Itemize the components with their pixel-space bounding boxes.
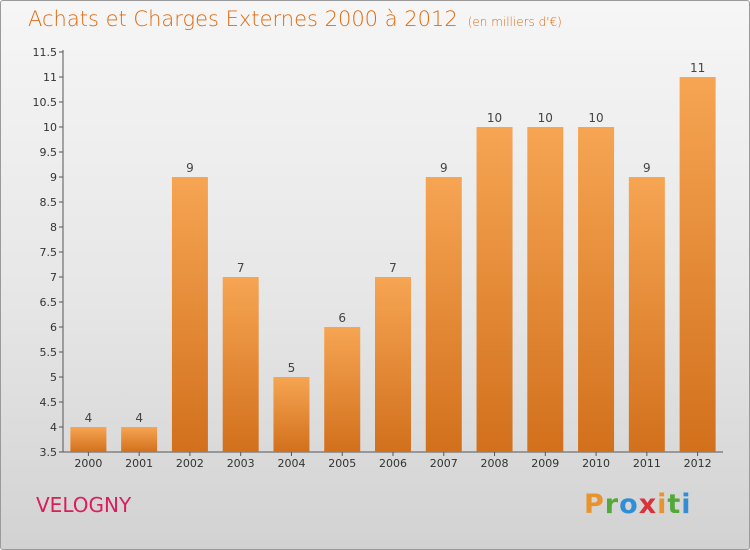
bar (476, 127, 513, 452)
bar (324, 327, 361, 452)
x-tick-label: 2012 (684, 457, 712, 470)
x-tick-label: 2009 (531, 457, 559, 470)
y-tick-label: 7 (50, 271, 57, 284)
bar-value-label: 9 (440, 161, 448, 175)
bar-value-label: 7 (237, 261, 245, 275)
y-tick-label: 6.5 (40, 296, 58, 309)
bar (222, 277, 259, 452)
y-tick-label: 5 (50, 371, 57, 384)
bar (425, 177, 462, 452)
chart-title: Achats et Charges Externes 2000 à 2012 (28, 7, 458, 31)
bar-value-label: 11 (690, 61, 705, 75)
x-tick-label: 2007 (430, 457, 458, 470)
bar (527, 127, 564, 452)
brand-letter: t (667, 489, 682, 520)
brand-letter: r (604, 489, 620, 520)
bar-value-label: 5 (288, 361, 296, 375)
bar (679, 77, 716, 452)
bar-value-label: 10 (487, 111, 502, 125)
x-tick-label: 2010 (582, 457, 610, 470)
bar-value-label: 9 (643, 161, 651, 175)
x-tick-label: 2002 (176, 457, 204, 470)
bar-value-label: 10 (588, 111, 603, 125)
x-axis: 2000 2001 2002 2003 2004 2005 2006 2007 2008 2009… (63, 451, 723, 470)
x-tick-label: 2004 (277, 457, 305, 470)
y-tick-label: 11 (43, 71, 57, 84)
bar-value-label: 6 (338, 311, 346, 325)
bar-series: 4 4 9 7 5 6 7 9 10 10 10 9 11 (70, 61, 716, 452)
brand-letter: i (681, 489, 692, 520)
brand-letter: x (638, 489, 658, 520)
y-tick-label: 11.5 (33, 46, 58, 59)
y-tick-label: 9 (50, 171, 57, 184)
chart-subtitle: (en milliers d'€) (467, 15, 562, 29)
x-tick-label: 2003 (227, 457, 255, 470)
y-tick-label: 7.5 (40, 246, 58, 259)
x-tick-label: 2006 (379, 457, 407, 470)
y-tick-label: 4 (50, 421, 57, 434)
y-tick-label: 8 (50, 221, 57, 234)
x-tick-label: 2011 (633, 457, 661, 470)
bar-value-label: 4 (135, 411, 143, 425)
x-tick-label: 2001 (125, 457, 153, 470)
brand-letter: P (584, 489, 605, 520)
y-tick-label: 10 (43, 121, 57, 134)
bar-value-label: 9 (186, 161, 194, 175)
brand-letter: i (657, 489, 668, 520)
y-tick-label: 4.5 (40, 396, 58, 409)
bar-value-label: 4 (85, 411, 93, 425)
brand-logo: Proxiti (584, 489, 692, 520)
y-tick-label: 10.5 (33, 96, 58, 109)
x-tick-label: 2005 (328, 457, 356, 470)
bar (273, 377, 310, 452)
bar (375, 277, 411, 452)
bar (70, 427, 107, 452)
x-tick-label: 2008 (481, 457, 509, 470)
bar (628, 177, 665, 452)
brand-letter: o (619, 489, 639, 520)
bar (578, 127, 615, 452)
bar-value-label: 7 (389, 261, 397, 275)
bar (121, 427, 158, 452)
y-tick-label: 5.5 (40, 346, 58, 359)
bar (171, 177, 208, 452)
y-tick-label: 3.5 (40, 446, 58, 459)
chart-title-line: Achats et Charges Externes 2000 à 2012 (e… (28, 7, 562, 31)
bar-value-label: 10 (538, 111, 553, 125)
y-tick-label: 9.5 (40, 146, 58, 159)
y-axis: 3.5 4 4.5 5 5.5 6 6.5 7 7.5 8 8.5 9 9.5 10 10.5 11 11.5 (33, 46, 64, 459)
place-name: VELOGNY (36, 493, 132, 517)
x-tick-label: 2000 (74, 457, 102, 470)
y-tick-label: 8.5 (40, 196, 58, 209)
y-tick-label: 6 (50, 321, 57, 334)
